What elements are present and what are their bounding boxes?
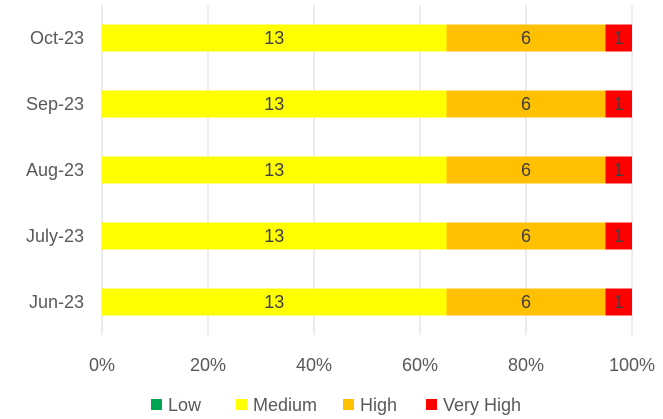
y-axis-labels: Oct-23 Sep-23 Aug-23 July-23 Jun-23 bbox=[26, 28, 84, 312]
bar-medium bbox=[102, 156, 447, 184]
legend-label: Medium bbox=[253, 395, 317, 415]
data-label: 6 bbox=[521, 226, 531, 246]
y-tick-label: Aug-23 bbox=[26, 160, 84, 180]
y-tick-label: Oct-23 bbox=[30, 28, 84, 48]
data-label: 1 bbox=[614, 226, 624, 246]
x-axis-labels: 0% 20% 40% 60% 80% 100% bbox=[89, 355, 655, 375]
bar-medium bbox=[102, 222, 447, 250]
x-tick-label: 60% bbox=[402, 355, 438, 375]
bar-medium bbox=[102, 24, 447, 52]
bar-very-high bbox=[605, 90, 632, 118]
bar-very-high bbox=[605, 24, 632, 52]
data-labels: 13 6 1 13 6 1 13 6 1 13 6 1 13 6 1 bbox=[264, 28, 624, 312]
x-tick-label: 100% bbox=[609, 355, 655, 375]
bar-high bbox=[446, 288, 606, 316]
bar-high bbox=[446, 222, 606, 250]
x-tick-label: 80% bbox=[508, 355, 544, 375]
data-label: 13 bbox=[264, 160, 284, 180]
x-tick-label: 40% bbox=[296, 355, 332, 375]
data-label: 13 bbox=[264, 28, 284, 48]
legend-swatch bbox=[343, 399, 354, 410]
y-tick-label: Sep-23 bbox=[26, 94, 84, 114]
data-label: 1 bbox=[614, 28, 624, 48]
data-label: 6 bbox=[521, 160, 531, 180]
data-label: 1 bbox=[614, 94, 624, 114]
legend: Low Medium High Very High bbox=[151, 395, 521, 415]
bar-medium bbox=[102, 288, 447, 316]
legend-swatch bbox=[236, 399, 247, 410]
data-label: 6 bbox=[521, 28, 531, 48]
legend-label: High bbox=[360, 395, 397, 415]
x-tick-label: 0% bbox=[89, 355, 115, 375]
legend-swatch bbox=[426, 399, 437, 410]
bar-very-high bbox=[605, 222, 632, 250]
data-label: 13 bbox=[264, 226, 284, 246]
data-label: 6 bbox=[521, 94, 531, 114]
data-label: 1 bbox=[614, 292, 624, 312]
data-label: 13 bbox=[264, 292, 284, 312]
data-label: 13 bbox=[264, 94, 284, 114]
y-tick-label: July-23 bbox=[26, 226, 84, 246]
bar-very-high bbox=[605, 156, 632, 184]
data-label: 6 bbox=[521, 292, 531, 312]
legend-swatch bbox=[151, 399, 162, 410]
data-label: 1 bbox=[614, 160, 624, 180]
x-tick-label: 20% bbox=[190, 355, 226, 375]
bar-very-high bbox=[605, 288, 632, 316]
bars bbox=[102, 24, 632, 316]
bar-high bbox=[446, 156, 606, 184]
legend-label: Low bbox=[168, 395, 202, 415]
bar-high bbox=[446, 24, 606, 52]
y-tick-label: Jun-23 bbox=[29, 292, 84, 312]
legend-label: Very High bbox=[443, 395, 521, 415]
bar-high bbox=[446, 90, 606, 118]
bar-medium bbox=[102, 90, 447, 118]
